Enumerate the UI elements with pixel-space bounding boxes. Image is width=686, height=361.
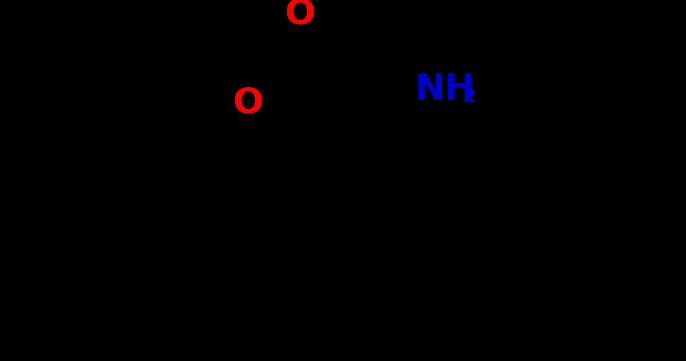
Text: NH: NH: [415, 71, 475, 105]
Text: O: O: [232, 86, 263, 120]
Text: 2: 2: [463, 87, 477, 106]
Text: O: O: [284, 0, 314, 31]
